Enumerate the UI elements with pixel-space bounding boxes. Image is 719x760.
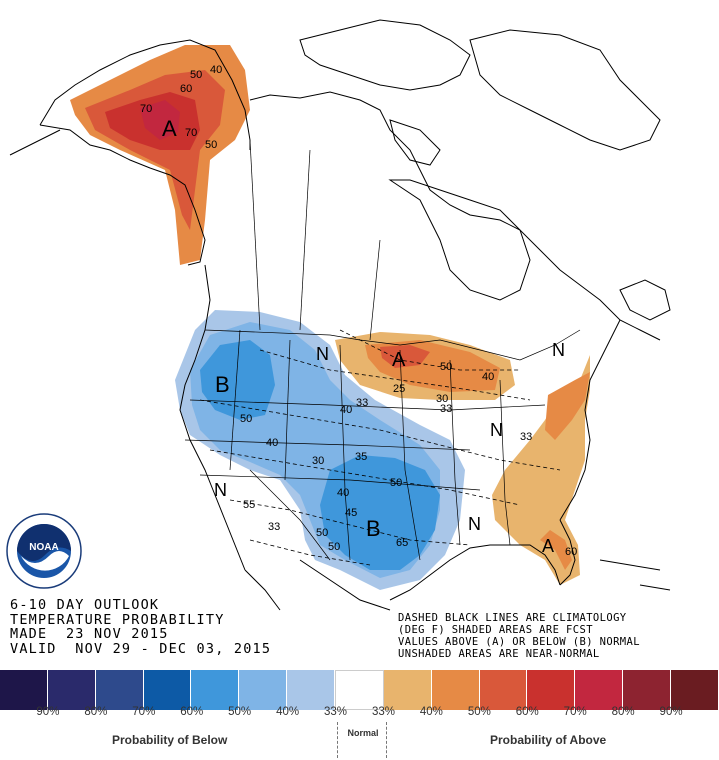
contour-label: 70: [185, 127, 197, 139]
above-caption: Probability of Above: [490, 733, 607, 747]
noaa-logo: NOAA: [6, 513, 82, 589]
percent-label: 80%: [84, 706, 108, 718]
normal-caption: Normal: [347, 728, 379, 738]
percent-label: 60%: [515, 706, 539, 718]
made-date: MADE 23 NOV 2015: [10, 626, 169, 642]
great-lakes-above-region: [335, 332, 515, 400]
contour-label: 50: [205, 139, 217, 151]
note-line: VALUES ABOVE (A) OR BELOW (B) NORMAL: [398, 636, 640, 648]
legend-swatch: [623, 670, 672, 710]
contour-label: 25: [393, 383, 405, 395]
alaska-above-label: A: [162, 116, 177, 141]
alaska-above-region: [70, 45, 250, 265]
normal-divider-left: [337, 722, 338, 758]
legend-swatch: [527, 670, 576, 710]
note-line: UNSHADED AREAS ARE NEAR-NORMAL: [398, 648, 600, 660]
legend-swatch: [431, 670, 480, 710]
legend-swatch: [143, 670, 192, 710]
probability-percent-labels: 90% 80% 70% 60% 50% 40% 33% 33% 40% 50% 60% 70% 80% 9…: [0, 706, 719, 720]
contour-label: 40: [337, 487, 349, 499]
legend-swatch: [191, 670, 240, 710]
percent-label: 50%: [228, 706, 252, 718]
percent-label: 33%: [371, 706, 395, 718]
west-below-region: [175, 310, 465, 590]
legend-swatch: [575, 670, 624, 710]
south-below-label: B: [366, 516, 381, 541]
outlook-title-block: 6-10 DAY OUTLOOK TEMPERATURE PROBABILITY M…: [10, 598, 271, 656]
east-coast-above-region: [492, 355, 590, 585]
normal-label-4: N: [490, 420, 503, 440]
note-line: (DEG F) SHADED AREAS ARE FCST: [398, 624, 593, 636]
percent-label: 50%: [467, 706, 491, 718]
percent-label: 80%: [611, 706, 635, 718]
percent-label: 90%: [36, 706, 60, 718]
legend-swatch: [671, 670, 719, 710]
below-caption: Probability of Below: [112, 733, 228, 747]
contour-label: 30: [312, 455, 324, 467]
forecast-map: A A A B B N N N N N 50 40 70 60 70 50 50…: [9, 19, 671, 611]
coastlines: [9, 19, 671, 611]
percent-label: 40%: [419, 706, 443, 718]
noaa-logo-text: NOAA: [29, 542, 58, 553]
legend-swatch: [287, 670, 336, 710]
probability-color-bar: [0, 670, 719, 710]
contour-label: 65: [396, 537, 408, 549]
contour-label: 50: [440, 361, 452, 373]
percent-label: 70%: [132, 706, 156, 718]
contour-label: 40: [482, 371, 494, 383]
climatology-contours: [199, 329, 561, 566]
percent-label: 60%: [180, 706, 204, 718]
outlook-subtitle: TEMPERATURE PROBABILITY: [10, 611, 225, 628]
contour-label: 40: [266, 437, 278, 449]
normal-label-1: N: [316, 344, 329, 364]
legend-swatch: [383, 670, 432, 710]
contour-label: 33: [440, 403, 452, 415]
contour-label: 50: [390, 477, 402, 489]
contour-label: 60: [565, 546, 577, 558]
contour-label: 55: [243, 499, 255, 511]
contour-label: 30: [436, 393, 448, 405]
political-boundaries: [184, 139, 581, 561]
percent-label: 33%: [324, 706, 348, 718]
contour-label: 45: [345, 507, 357, 519]
contour-label: 33: [356, 397, 368, 409]
legend-swatch: [95, 670, 144, 710]
contour-label: 50: [240, 413, 252, 425]
legend-swatch: [479, 670, 528, 710]
normal-label-3: N: [468, 514, 481, 534]
contour-label: 50: [190, 69, 202, 81]
contour-label: 33: [520, 431, 532, 443]
percent-label: 70%: [563, 706, 587, 718]
valid-dates: VALID NOV 29 - DEC 03, 2015: [10, 640, 272, 657]
legend-swatch: [0, 670, 48, 710]
note-line: DASHED BLACK LINES ARE CLIMATOLOGY: [398, 612, 627, 624]
percent-label: 90%: [659, 706, 683, 718]
legend-swatch: [47, 670, 96, 710]
contour-label: 33: [268, 521, 280, 533]
legend-swatch: [335, 670, 384, 710]
legend-notes: DASHED BLACK LINES ARE CLIMATOLOGY (DEG F…: [398, 612, 640, 660]
contour-label: 40: [340, 404, 352, 416]
outlook-title: 6-10 DAY OUTLOOK: [10, 597, 160, 613]
percent-label: 40%: [276, 706, 300, 718]
contour-label: 35: [355, 451, 367, 463]
contour-label: 40: [210, 64, 222, 76]
legend-swatch: [239, 670, 288, 710]
contour-label: 70: [140, 103, 152, 115]
contour-label: 50: [328, 541, 340, 553]
normal-label-5: N: [552, 340, 565, 360]
west-below-label: B: [215, 372, 230, 397]
contour-label: 60: [180, 83, 192, 95]
normal-divider-right: [386, 722, 387, 758]
normal-label-2: N: [214, 480, 227, 500]
florida-above-label: A: [542, 536, 554, 556]
contour-label: 50: [316, 527, 328, 539]
great-lakes-above-label: A: [392, 349, 406, 371]
